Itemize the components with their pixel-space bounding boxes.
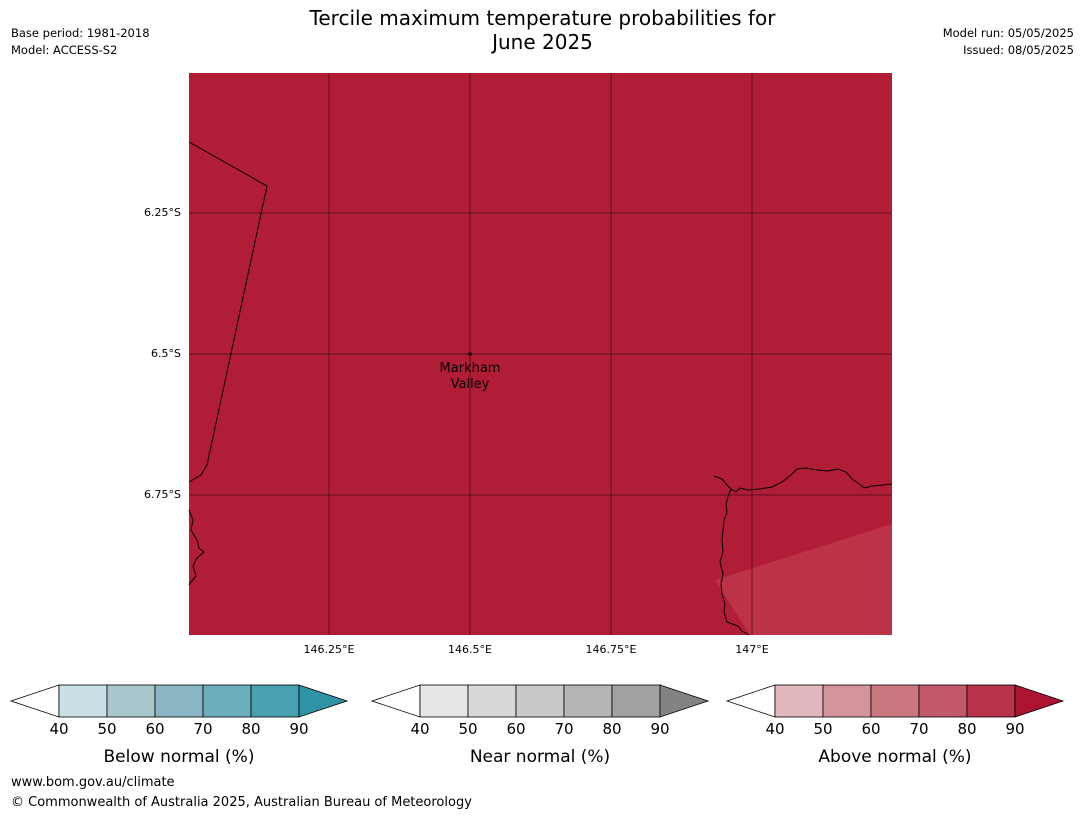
legend-near-tick: 40 <box>410 720 429 738</box>
legend-near-tick: 80 <box>602 720 621 738</box>
legend-above-tick: 80 <box>957 720 976 738</box>
legend-below-tick: 40 <box>49 720 68 738</box>
legend-near-tick: 90 <box>650 720 669 738</box>
legend-near: 40 50 60 70 80 90 Near normal (%) <box>370 684 710 767</box>
legend-above-tick: 40 <box>765 720 784 738</box>
legend-near-bin-4 <box>611 684 661 718</box>
lat-tick-650: 6.5°S <box>151 347 181 360</box>
legend-above-bin-1 <box>822 684 872 718</box>
model-text: Model: ACCESS-S2 <box>11 43 118 57</box>
legends: 40 50 60 70 80 90 Below normal (%) 40 50 60 70 80 90… <box>9 684 1065 767</box>
province-boundary <box>188 141 268 483</box>
legend-below-tick: 70 <box>193 720 212 738</box>
footer-copyright: © Commonwealth of Australia 2025, Austra… <box>11 795 472 810</box>
lat-tick-675: 6.75°S <box>144 488 181 501</box>
lat-tick-625: 6.25°S <box>144 206 181 219</box>
legend-below: 40 50 60 70 80 90 Below normal (%) <box>9 684 349 767</box>
base-period-text: Base period: 1981-2018 <box>11 26 150 40</box>
lon-tick-14675: 146.75°E <box>585 643 637 656</box>
place-label-line1: Markham <box>440 361 501 376</box>
legend-below-label: Below normal (%) <box>104 747 255 767</box>
coastline-east <box>713 467 893 493</box>
legend-above-tick: 70 <box>909 720 928 738</box>
markham-valley-marker <box>468 352 472 356</box>
header-left: Base period: 1981-2018 Model: ACCESS-S2 <box>11 25 150 59</box>
legend-near-bin-2 <box>515 684 565 718</box>
legend-near-label: Near normal (%) <box>470 747 610 767</box>
legend-above-bin-2 <box>870 684 920 718</box>
legend-above: 40 50 60 70 80 90 Above normal (%) <box>725 684 1065 767</box>
legend-below-bin-3 <box>202 684 252 718</box>
lon-tick-147: 147°E <box>735 643 769 656</box>
title-line-2: June 2025 <box>492 30 593 54</box>
legend-above-tick: 60 <box>861 720 880 738</box>
legend-near-min-extension <box>370 684 421 718</box>
lighter-probability-region <box>715 524 892 635</box>
lon-tick-14625: 146.25°E <box>303 643 355 656</box>
legend-near-tick: 70 <box>554 720 573 738</box>
chart-title: Tercile maximum temperature probabilitie… <box>0 6 1085 54</box>
legend-above-bin-4 <box>966 684 1016 718</box>
legend-above-bin-0 <box>774 684 824 718</box>
legend-above-min-extension <box>725 684 776 718</box>
legend-near-bin-3 <box>563 684 613 718</box>
legend-below-bin-2 <box>154 684 204 718</box>
title-line-1: Tercile maximum temperature probabilitie… <box>309 6 776 30</box>
legend-below-tick: 60 <box>145 720 164 738</box>
legend-below-max-extension <box>298 684 349 718</box>
legend-below-bin-0 <box>58 684 108 718</box>
legend-above-tick: 90 <box>1005 720 1024 738</box>
legend-above-bin-3 <box>918 684 968 718</box>
issued-text: Issued: 08/05/2025 <box>963 43 1074 57</box>
header-right: Model run: 05/05/2025 Issued: 08/05/2025 <box>943 25 1074 59</box>
legend-above-label: Above normal (%) <box>818 747 971 767</box>
legend-near-tick: 50 <box>458 720 477 738</box>
model-run-text: Model run: 05/05/2025 <box>942 26 1074 40</box>
legend-near-max-extension <box>659 684 710 718</box>
legend-near-bin-1 <box>467 684 517 718</box>
lon-tick-1465: 146.5°E <box>448 643 492 656</box>
legend-below-tick: 90 <box>289 720 308 738</box>
legend-below-bin-1 <box>106 684 156 718</box>
legend-below-tick: 50 <box>97 720 116 738</box>
legend-below-bin-4 <box>250 684 300 718</box>
coastline-west <box>188 509 205 586</box>
legend-below-tick: 80 <box>241 720 260 738</box>
legend-above-max-extension <box>1014 684 1065 718</box>
legend-near-tick: 60 <box>506 720 525 738</box>
legend-above-tick: 50 <box>813 720 832 738</box>
place-label-line2: Valley <box>451 377 490 392</box>
legend-near-bin-0 <box>419 684 469 718</box>
legend-below-min-extension <box>9 684 60 718</box>
coastline-south <box>719 488 750 636</box>
footer-url[interactable]: www.bom.gov.au/climate <box>11 775 175 790</box>
